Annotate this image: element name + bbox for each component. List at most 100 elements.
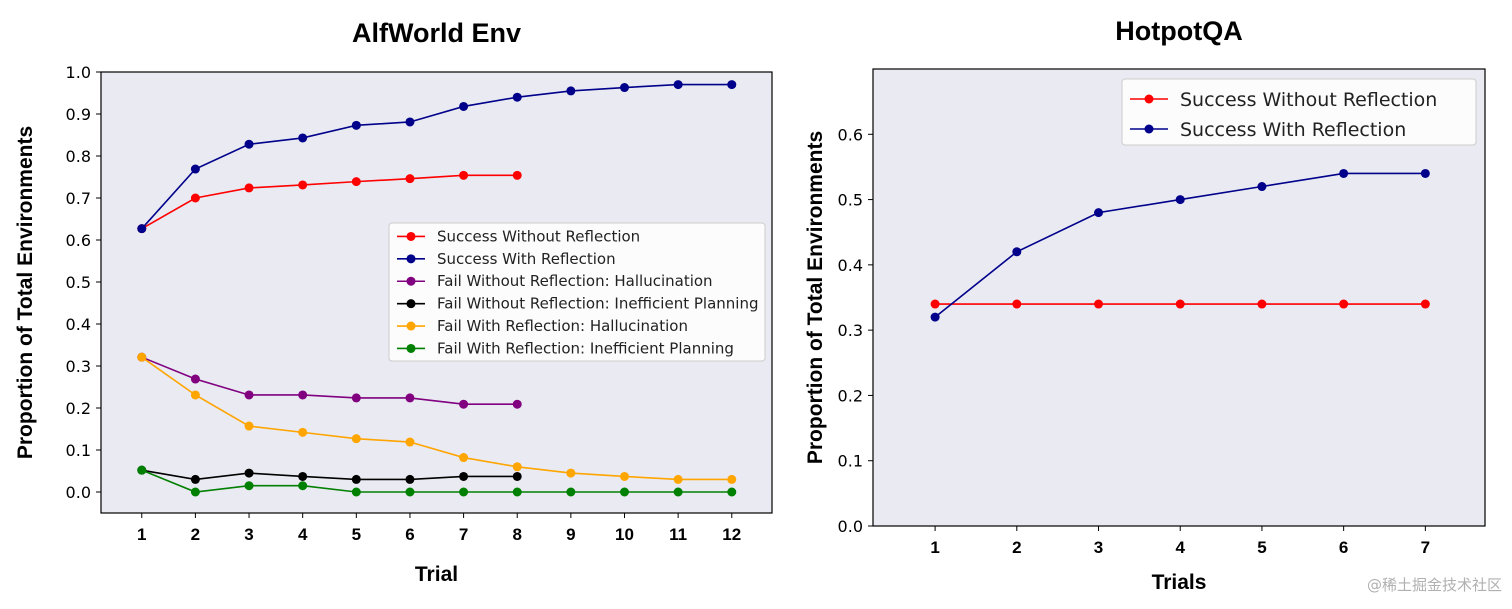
data-point: [673, 487, 683, 497]
data-point: [619, 487, 629, 497]
y-tick-label: 0.3: [838, 321, 863, 340]
chart-title: HotpotQA: [1115, 16, 1242, 46]
legend-box: [388, 222, 766, 362]
data-point: [351, 393, 361, 403]
y-axis-label: Proportion of Total Environments: [804, 131, 827, 464]
x-tick-label: 7: [459, 525, 468, 544]
data-point: [459, 471, 469, 481]
data-point: [459, 101, 469, 111]
y-tick-label: 0.9: [66, 105, 91, 124]
series-line: [141, 356, 518, 406]
x-axis-label: Trial: [415, 563, 458, 586]
x-tick-label: 12: [722, 525, 741, 544]
legend-entry: Success Without Reflection: [1180, 89, 1437, 111]
x-tick-label: 7: [1421, 538, 1430, 557]
legend-entry: Fail With Reflection: Hallucination: [437, 317, 688, 335]
y-tick-label: 0.5: [66, 273, 91, 292]
data-point: [405, 487, 415, 497]
legend-entry: Fail Without Reflection: Hallucination: [437, 272, 713, 290]
data-point: [244, 390, 254, 400]
x-tick-label: 8: [512, 525, 521, 544]
data-point: [930, 299, 940, 309]
data-point: [190, 374, 200, 384]
legend-swatch-marker: [406, 299, 416, 309]
x-tick-label: 6: [1339, 538, 1348, 557]
data-point: [244, 481, 254, 491]
x-tick-label: 4: [298, 525, 308, 544]
data-point: [459, 399, 469, 409]
y-tick-label: 0.4: [66, 315, 91, 334]
y-axis-label: Proportion of Total Environments: [14, 126, 37, 459]
x-tick-label: 5: [352, 525, 361, 544]
data-point: [298, 390, 308, 400]
y-tick-label: 0.0: [66, 483, 91, 502]
data-point: [405, 393, 415, 403]
y-tick-label: 0.0: [838, 517, 863, 536]
y-tick-label: 0.3: [66, 357, 91, 376]
series-line: [141, 469, 732, 493]
data-point: [619, 83, 629, 93]
data-point: [351, 434, 361, 444]
data-point: [244, 139, 254, 149]
y-tick-label: 0.5: [838, 191, 863, 210]
data-point: [190, 164, 200, 174]
data-point: [512, 462, 522, 472]
data-point: [512, 92, 522, 102]
series-line: [141, 174, 518, 230]
x-tick-label: 1: [930, 538, 939, 557]
x-tick-label: 5: [1257, 538, 1266, 557]
x-tick-label: 3: [244, 525, 253, 544]
data-point: [1175, 299, 1185, 309]
x-tick-label: 1: [137, 525, 146, 544]
x-tick-label: 2: [191, 525, 200, 544]
data-point: [459, 170, 469, 180]
data-point: [405, 174, 415, 184]
data-point: [137, 465, 147, 475]
legend-swatch-marker: [406, 254, 416, 264]
x-tick-label: 9: [566, 525, 575, 544]
data-point: [727, 80, 737, 90]
legend-box: [1121, 78, 1477, 146]
legend-swatch-marker: [1144, 124, 1154, 134]
data-point: [1339, 168, 1349, 178]
data-point: [190, 390, 200, 400]
data-point: [459, 453, 469, 463]
legend-swatch-marker: [406, 276, 416, 286]
data-point: [298, 471, 308, 481]
y-tick-label: 0.1: [66, 441, 91, 460]
data-point: [298, 180, 308, 190]
data-point: [566, 487, 576, 497]
data-point: [566, 468, 576, 478]
data-point: [459, 487, 469, 497]
data-point: [512, 399, 522, 409]
data-point: [1339, 299, 1349, 309]
data-point: [298, 481, 308, 491]
chart-title: AlfWorld Env: [352, 18, 521, 48]
data-point: [351, 177, 361, 187]
data-point: [512, 471, 522, 481]
watermark: @稀土掘金技术社区: [1366, 576, 1502, 594]
data-point: [298, 427, 308, 437]
y-tick-label: 0.2: [66, 399, 91, 418]
data-point: [244, 421, 254, 431]
data-point: [351, 487, 361, 497]
data-point: [512, 170, 522, 180]
data-point: [137, 352, 147, 362]
data-point: [727, 487, 737, 497]
data-point: [1257, 299, 1267, 309]
data-point: [190, 474, 200, 484]
data-point: [244, 183, 254, 193]
data-point: [566, 86, 576, 96]
x-tick-label: 2: [1012, 538, 1021, 557]
legend-entry: Success With Reflection: [1180, 119, 1406, 141]
legend-entry: Success With Reflection: [437, 250, 616, 268]
series-line: [141, 469, 518, 481]
series-line: [141, 83, 732, 230]
legend-swatch-marker: [406, 343, 416, 353]
data-point: [298, 133, 308, 143]
x-tick-label: 11: [669, 525, 687, 544]
data-point: [930, 312, 940, 322]
data-point: [405, 437, 415, 447]
data-point: [1012, 299, 1022, 309]
